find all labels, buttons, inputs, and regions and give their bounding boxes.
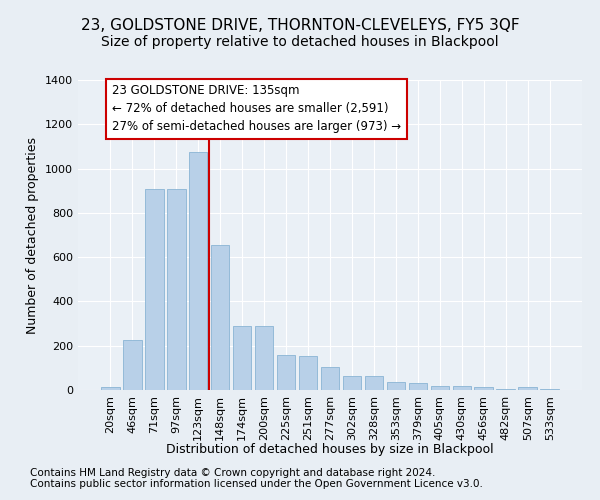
Bar: [365, 376, 383, 390]
Bar: [518, 386, 537, 390]
Y-axis label: Number of detached properties: Number of detached properties: [26, 136, 40, 334]
Bar: [541, 389, 559, 390]
Bar: [255, 326, 274, 390]
Text: 23 GOLDSTONE DRIVE: 135sqm
← 72% of detached houses are smaller (2,591)
27% of s: 23 GOLDSTONE DRIVE: 135sqm ← 72% of deta…: [112, 84, 401, 134]
Text: Size of property relative to detached houses in Blackpool: Size of property relative to detached ho…: [101, 35, 499, 49]
Text: 23, GOLDSTONE DRIVE, THORNTON-CLEVELEYS, FY5 3QF: 23, GOLDSTONE DRIVE, THORNTON-CLEVELEYS,…: [80, 18, 520, 32]
Bar: [299, 356, 317, 390]
Bar: [343, 376, 361, 390]
Bar: [496, 389, 515, 390]
Bar: [189, 152, 208, 390]
Text: Contains HM Land Registry data © Crown copyright and database right 2024.: Contains HM Land Registry data © Crown c…: [30, 468, 436, 477]
Bar: [211, 245, 229, 390]
Bar: [386, 382, 405, 390]
Text: Distribution of detached houses by size in Blackpool: Distribution of detached houses by size …: [166, 442, 494, 456]
Bar: [123, 340, 142, 390]
Bar: [475, 388, 493, 390]
Bar: [233, 326, 251, 390]
Bar: [431, 386, 449, 390]
Bar: [145, 188, 164, 390]
Bar: [409, 384, 427, 390]
Bar: [320, 367, 340, 390]
Bar: [452, 386, 471, 390]
Bar: [277, 354, 295, 390]
Bar: [167, 188, 185, 390]
Bar: [101, 386, 119, 390]
Text: Contains public sector information licensed under the Open Government Licence v3: Contains public sector information licen…: [30, 479, 483, 489]
